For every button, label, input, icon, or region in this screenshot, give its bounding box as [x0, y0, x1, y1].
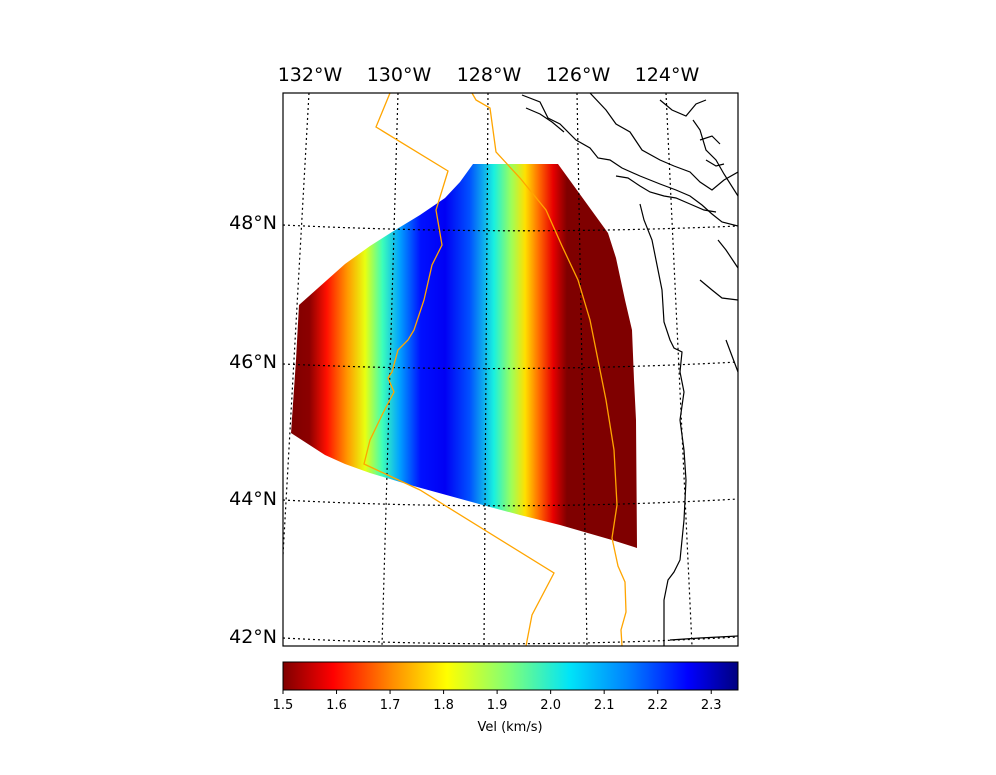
graticule-parallels	[283, 224, 738, 645]
lon-label-130w: 130°W	[367, 64, 432, 86]
lat-label-44n: 44°N	[229, 488, 277, 510]
colorbar-tick-label: 2.2	[647, 698, 668, 713]
colorbar-tick-label: 1.7	[380, 698, 401, 713]
colorbar-tick-label: 2.1	[594, 698, 615, 713]
colorbar-tick-label: 1.8	[433, 698, 454, 713]
colorbar-ticks: 1.5 1.6 1.7 1.8 1.9 2.0 2.1 2.2 2.3	[273, 690, 722, 713]
lat-label-46n: 46°N	[229, 351, 277, 373]
colorbar-tick-label: 2.3	[701, 698, 722, 713]
map-frame	[282, 92, 739, 647]
plate-boundary-lines	[363, 93, 627, 646]
coastline	[521, 93, 738, 646]
lon-label-132w: 132°W	[278, 64, 343, 86]
lat-label-42n: 42°N	[229, 626, 277, 648]
colorbar: 1.5 1.6 1.7 1.8 1.9 2.0 2.1 2.2 2.3 Vel (km/s)	[273, 661, 739, 735]
colorbar-tick-label: 1.6	[326, 698, 347, 713]
colorbar-tick-label: 2.0	[540, 698, 561, 713]
lat-label-48n: 48°N	[229, 212, 277, 234]
lon-label-126w: 126°W	[546, 64, 611, 86]
graticule-meridians	[283, 93, 693, 646]
colorbar-title: Vel (km/s)	[477, 720, 542, 735]
colorbar-gradient	[282, 661, 739, 691]
colorbar-tick-label: 1.9	[487, 698, 508, 713]
colorbar-tick-label: 1.5	[273, 698, 294, 713]
map-axes	[283, 93, 738, 646]
lon-label-128w: 128°W	[457, 64, 522, 86]
latitude-labels: 48°N 46°N 44°N 42°N	[229, 212, 277, 648]
lon-label-124w: 124°W	[635, 64, 700, 86]
longitude-labels: 132°W 130°W 128°W 126°W 124°W	[278, 64, 700, 86]
velocity-field	[291, 164, 637, 548]
